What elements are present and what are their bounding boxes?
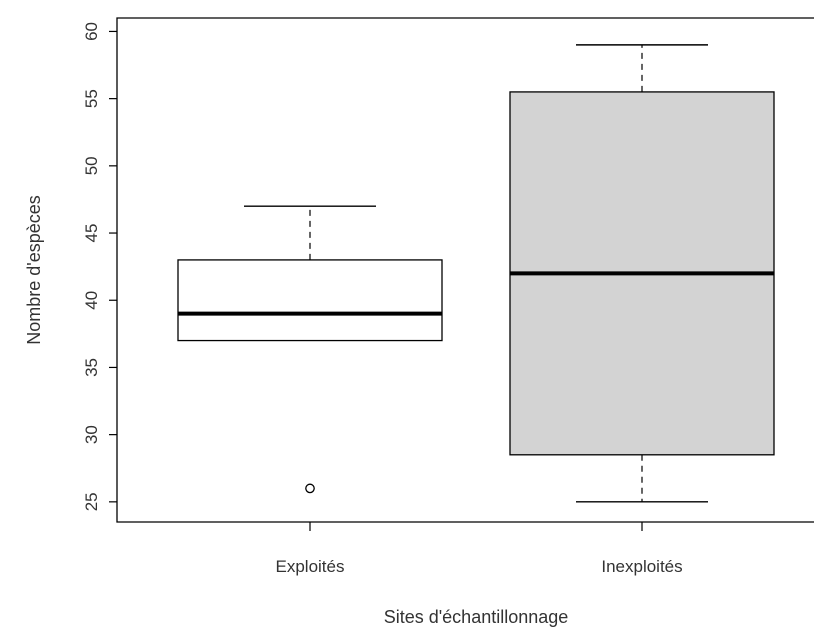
plot-frame: [116, 17, 814, 523]
box-group: [509, 44, 775, 503]
box-iqr: [177, 259, 443, 342]
y-tick-label: 40: [82, 291, 101, 310]
outlier-point: [305, 483, 315, 494]
box-group: [177, 205, 443, 494]
boxes: [177, 44, 775, 503]
y-axis-title: Nombre d'espèces: [24, 195, 44, 345]
y-tick-label: 35: [82, 358, 101, 377]
x-tick-label: Exploités: [276, 557, 345, 576]
y-tick-label: 45: [82, 224, 101, 243]
x-axis-title: Sites d'échantillonnage: [384, 607, 569, 627]
x-tick-label: Inexploités: [601, 557, 682, 576]
y-tick-label: 30: [82, 425, 101, 444]
axes: 25 30 35 40 45 50 55 60 Exploités Inexploités: [82, 17, 814, 576]
y-tick-label: 55: [82, 89, 101, 108]
y-tick-label: 25: [82, 492, 101, 511]
y-tick-label: 60: [82, 22, 101, 41]
y-tick-label: 50: [82, 156, 101, 175]
